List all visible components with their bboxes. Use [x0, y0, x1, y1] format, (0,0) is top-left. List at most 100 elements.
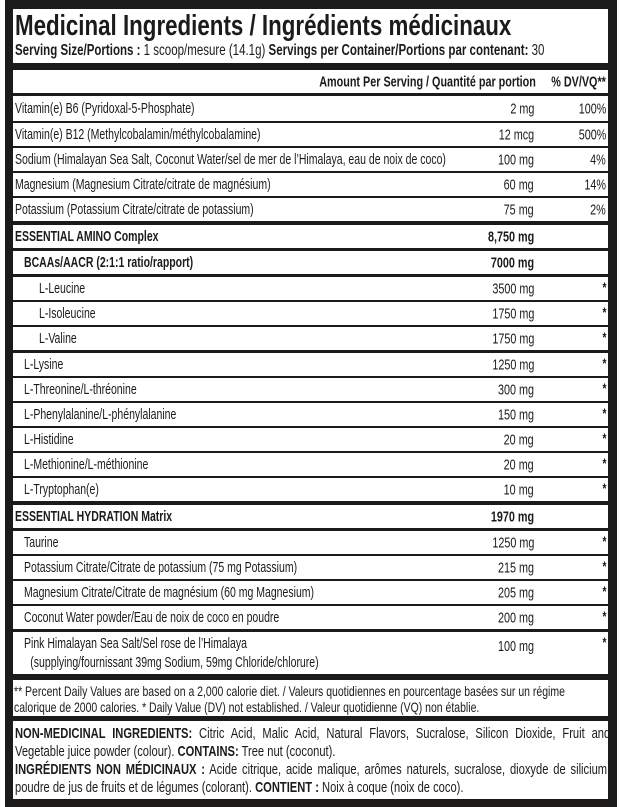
ingredient-amount: 150 mg [497, 406, 534, 423]
ingredient-amount: 1250 mg [491, 356, 534, 373]
ingredient-dv: * [602, 608, 606, 624]
ingredient-name: L-Histidine [24, 431, 74, 448]
divider-thick [13, 716, 608, 721]
ingredient-amount: 20 mg [503, 431, 534, 448]
table-row: Sodium (Himalayan Sea Salt, Coconut Wate… [13, 146, 608, 171]
contains-text: Tree nut (coconut). [238, 743, 336, 760]
amount-column-header: Amount Per Serving / Quantité par portio… [319, 73, 536, 90]
table-column-header: Amount Per Serving / Quantité par portio… [13, 70, 608, 96]
ingredient-dv: * [602, 355, 606, 371]
ingredient-name: ESSENTIAL AMINO Complex [15, 228, 159, 245]
ingredient-name: L-Valine [39, 330, 77, 347]
ingredient-name-line2: (supplying/fournissant 39mg Sodium, 59mg… [30, 654, 319, 671]
non-medicinal-paragraph-fr: INGRÉDIENTS NON MÉDICINAUX : Acide citri… [15, 761, 608, 797]
ingredient-name: Vitamin(e) B12 (Methylcobalamin/méthylco… [15, 126, 261, 143]
table-row: L-Tryptophan(e) 10 mg * [13, 476, 608, 501]
contient-text: Noix à coque (noix de coco). [318, 779, 464, 796]
ingredient-dv: * [602, 558, 606, 574]
table-row: Magnesium (Magnesium Citrate/citrate de … [13, 171, 608, 196]
table-row: L-Histidine 20 mg * [13, 426, 608, 451]
daily-value-footnote: ** Percent Daily Values are based on a 2… [14, 683, 565, 715]
table-row: L-Threonine/L-thréonine 300 mg * [13, 376, 608, 401]
ingredient-dv: * [602, 455, 606, 471]
footnote-section: ** Percent Daily Values are based on a 2… [13, 680, 608, 716]
ingredient-name: L-Isoleucine [39, 305, 96, 322]
ingredient-name: Magnesium Citrate/Citrate de magnésium (… [24, 584, 315, 601]
table-row: Pink Himalayan Sea Salt/Sel rose de l’Hi… [13, 629, 608, 674]
table-row: L-Methionine/L-méthionine 20 mg * [13, 451, 608, 476]
ingredient-dv: 100% [578, 100, 606, 117]
contient-label: CONTIENT : [255, 779, 319, 796]
ingredient-amount: 215 mg [497, 559, 534, 576]
page-title: Medicinal Ingredients / Ingrédients médi… [15, 11, 608, 41]
ingredient-dv: * [602, 304, 606, 320]
ingredient-dv: * [602, 583, 606, 599]
table-row: Taurine 1250 mg * [13, 528, 608, 554]
ingredient-dv: * [602, 533, 606, 549]
table-row: Magnesium Citrate/Citrate de magnésium (… [13, 579, 608, 604]
ingredient-dv: 2% [590, 201, 606, 218]
ingredient-amount: 1970 mg [490, 508, 534, 525]
ingredient-dv: * [602, 634, 606, 650]
table-row: L-Lysine 1250 mg * [13, 350, 608, 376]
ingredient-name: L-Methionine/L-méthionine [24, 456, 149, 473]
divider-thick [13, 674, 608, 680]
non-medicinal-paragraph-en: NON-MEDICINAL INGREDIENTS: Citric Acid, … [15, 725, 608, 761]
ingredient-name: Taurine [24, 534, 59, 551]
ingredient-amount: 10 mg [503, 481, 534, 498]
table-row: L-Isoleucine 1750 mg * [13, 300, 608, 325]
serving-size-label: Serving Size/Portions : [15, 42, 141, 59]
ingredient-name: Potassium Citrate/Citrate de potassium (… [24, 559, 298, 576]
ingredients-table: Vitamin(e) B6 (Pyridoxal-5-Phosphate) 2 … [13, 96, 608, 674]
table-row: BCAAs/AACR (2:1:1 ratio/rapport) 7000 mg [13, 248, 608, 274]
ingredient-amount: 60 mg [503, 176, 534, 193]
table-row: L-Valine 1750 mg * [13, 325, 608, 350]
ingredient-dv: * [602, 329, 606, 345]
table-row: Vitamin(e) B6 (Pyridoxal-5-Phosphate) 2 … [13, 96, 608, 121]
table-row: ESSENTIAL AMINO Complex 8,750 mg [13, 221, 608, 248]
ingredient-name: L-Phenylalanine/L-phénylalanine [24, 406, 177, 423]
ingredient-name: BCAAs/AACR (2:1:1 ratio/rapport) [24, 254, 194, 271]
ingredient-name: Vitamin(e) B6 (Pyridoxal-5-Phosphate) [15, 100, 195, 117]
ingredient-dv: * [602, 279, 606, 295]
ingredient-amount: 8,750 mg [487, 228, 534, 245]
table-row: Potassium (Potassium Citrate/citrate de … [13, 196, 608, 221]
non-medicinal-text-en: Citric Acid, Malic Acid, Natural Flavors… [15, 725, 608, 760]
ingredient-amount: 200 mg [497, 609, 534, 626]
table-row: Coconut Water powder/Eau de noix de coco… [13, 604, 608, 629]
table-row: L-Phenylalanine/L-phénylalanine 150 mg * [13, 401, 608, 426]
ingredient-dv: * [602, 405, 606, 421]
ingredient-dv: * [602, 480, 606, 496]
ingredient-name: Coconut Water powder/Eau de noix de coco… [24, 609, 280, 626]
ingredient-amount: 2 mg [509, 100, 534, 117]
servings-per-container-value: 30 [528, 42, 545, 59]
ingredient-amount: 20 mg [503, 456, 534, 473]
ingredient-amount: 1250 mg [491, 534, 534, 551]
servings-per-container-label: Servings per Container/Portions par cont… [268, 42, 529, 59]
ingredient-name: Pink Himalayan Sea Salt/Sel rose de l’Hi… [24, 635, 247, 652]
supplement-facts-label: Medicinal Ingredients / Ingrédients médi… [5, 0, 617, 807]
non-medicinal-text-fr: Acide citrique, acide malique, arômes na… [15, 761, 608, 796]
ingredient-amount: 1750 mg [491, 330, 534, 347]
table-row: Vitamin(e) B12 (Methylcobalamin/méthylco… [13, 121, 608, 146]
ingredient-dv: 14% [584, 176, 606, 193]
ingredient-name: Potassium (Potassium Citrate/citrate de … [15, 201, 254, 218]
ingredient-name: L-Threonine/L-thréonine [24, 381, 137, 398]
serving-info-line: Serving Size/Portions : 1 scoop/mesure (… [15, 41, 608, 60]
ingredient-name: Magnesium (Magnesium Citrate/citrate de … [15, 176, 271, 193]
non-medicinal-label-en: NON-MEDICINAL INGREDIENTS: [15, 725, 193, 742]
ingredient-dv: 4% [590, 151, 606, 168]
ingredient-amount: 12 mcg [498, 126, 534, 143]
non-medicinal-section: NON-MEDICINAL INGREDIENTS: Citric Acid, … [13, 721, 608, 799]
dv-column-header: % DV/VQ** [551, 73, 606, 90]
ingredient-dv: * [602, 430, 606, 446]
ingredient-name: L-Lysine [24, 356, 64, 373]
table-row: ESSENTIAL HYDRATION Matrix 1970 mg [13, 501, 608, 528]
ingredient-name: Sodium (Himalayan Sea Salt, Coconut Wate… [15, 151, 446, 168]
ingredient-amount: 205 mg [497, 584, 534, 601]
ingredient-amount: 3500 mg [491, 280, 534, 297]
non-medicinal-label-fr: INGRÉDIENTS NON MÉDICINAUX : [15, 761, 206, 778]
ingredient-amount: 7000 mg [490, 254, 534, 271]
serving-size-value: 1 scoop/mesure (14.1g) [140, 42, 269, 59]
